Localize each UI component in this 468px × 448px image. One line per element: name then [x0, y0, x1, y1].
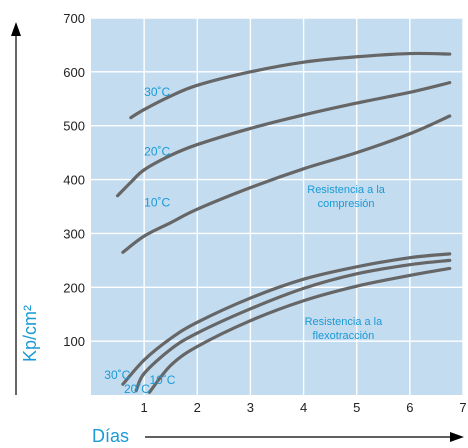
series-label: 20˚C — [124, 382, 150, 396]
group-annotation: Resistencia a la — [307, 184, 386, 196]
x-tick-label: 7 — [459, 400, 466, 415]
x-axis-arrow-head — [450, 432, 464, 442]
group-annotation: compresión — [318, 198, 375, 210]
curve-group — [115, 51, 452, 394]
tick-group: 1 2 3 4 5 6 7 100 200 300 400 500 600 700 — [63, 11, 466, 415]
x-axis-title: Días — [92, 426, 129, 446]
x-tick-label: 4 — [300, 400, 307, 415]
x-tick-label: 2 — [194, 400, 201, 415]
y-tick-label: 500 — [63, 119, 85, 134]
series-line-1-0 — [121, 252, 452, 386]
y-tick-label: 100 — [63, 334, 85, 349]
series-line-0-2 — [121, 114, 452, 254]
series-label: 20˚C — [144, 144, 170, 158]
series-label: 30˚C — [104, 368, 130, 382]
x-tick-label: 6 — [406, 400, 413, 415]
y-tick-label: 200 — [63, 280, 85, 295]
y-tick-label: 400 — [63, 173, 85, 188]
x-tick-label: 1 — [141, 400, 148, 415]
y-tick-label: 300 — [63, 226, 85, 241]
y-axis-arrow-head — [11, 22, 21, 36]
axes-group: Kp/cm² Días — [11, 22, 464, 446]
x-tick-label: 3 — [247, 400, 254, 415]
series-label: 10˚C — [149, 373, 175, 387]
series-label: 30˚C — [144, 85, 170, 99]
x-tick-label: 5 — [353, 400, 360, 415]
series-line-0-0 — [129, 51, 452, 120]
y-tick-label: 600 — [63, 65, 85, 80]
series-label: 10˚C — [144, 196, 170, 210]
plot-area — [91, 18, 463, 395]
series-line-1-1 — [134, 258, 452, 393]
y-axis-title: Kp/cm² — [20, 305, 40, 362]
group-annotation: flexotracción — [313, 330, 375, 342]
group-annotation: Resistencia a la — [305, 316, 384, 328]
y-tick-label: 700 — [63, 11, 85, 26]
series-line-0-1 — [115, 81, 452, 198]
series-line-1-2 — [147, 266, 452, 394]
